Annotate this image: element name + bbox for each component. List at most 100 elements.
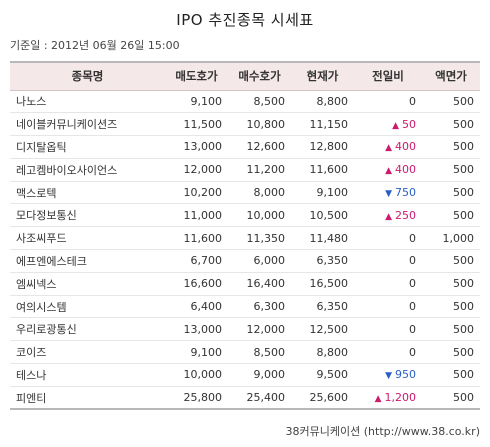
bid-price: 9,000 [228,363,291,387]
stock-name: 네이블커뮤니케이션즈 [10,112,165,137]
stock-name: 코이즈 [10,340,165,365]
down-triangle-icon: ▼ [385,189,392,200]
up-triangle-icon: ▲ [385,166,392,177]
stock-name: 디지탈옵틱 [10,135,165,159]
stock-name: 모다정보통신 [10,203,165,228]
base-date: 기준일 : 2012년 06월 26일 15:00 [10,39,180,52]
bid-price: 6,000 [228,249,291,273]
price-change: ▼ 950 [354,363,422,387]
current-price: 10,500 [291,203,354,228]
par-value: 500 [422,203,480,228]
ask-price: 10,000 [165,363,228,387]
par-value: 500 [422,112,480,137]
current-price: 6,350 [291,249,354,273]
par-value: 500 [422,340,480,365]
stock-name: 맥스로텍 [10,181,165,205]
price-change: 0 [354,317,422,342]
bid-price: 8,500 [228,90,291,114]
current-price: 9,100 [291,181,354,205]
ask-price: 11,500 [165,112,228,137]
table-row: 피엔티 25,800 25,400 25,600 ▲ 1,200 500 [10,386,480,409]
ask-price: 12,000 [165,158,228,182]
price-change: ▲ 250 [354,203,422,228]
ask-price: 11,000 [165,203,228,228]
ask-price: 13,000 [165,317,228,342]
source-credit: 38커뮤니케이션 (http://www.38.co.kr) [285,425,480,438]
price-change: ▲ 1,200 [354,386,422,409]
ask-price: 9,100 [165,90,228,114]
par-value: 500 [422,272,480,296]
par-value: 500 [422,135,480,159]
stock-name: 여의시스템 [10,295,165,319]
price-change-value: 1,200 [384,391,417,404]
ask-price: 16,600 [165,272,228,296]
bid-price: 11,350 [228,226,291,251]
down-triangle-icon: ▼ [385,371,392,382]
ask-price: 6,400 [165,295,228,319]
price-change-value: 400 [395,163,416,177]
price-change: 0 [354,226,422,251]
current-price: 12,500 [291,317,354,342]
column-header-par: 액면가 [422,62,480,91]
stock-name: 테스나 [10,363,165,387]
page-title: IPO 추진종목 시세표 [176,11,314,29]
current-price: 11,480 [291,226,354,251]
current-price: 6,350 [291,295,354,319]
bid-price: 12,000 [228,317,291,342]
stock-name: 에프엔에스테크 [10,249,165,273]
column-header-bid: 매수호가 [228,62,291,91]
current-price: 8,800 [291,340,354,365]
table-row: 사조씨푸드 11,600 11,350 11,480 0 1,000 [10,226,480,251]
table-row: 디지탈옵틱 13,000 12,600 12,800 ▲ 400 500 [10,135,480,159]
table-row: 엠씨넥스 16,600 16,400 16,500 0 500 [10,272,480,296]
bid-price: 12,600 [228,135,291,159]
table-row: 코이즈 9,100 8,500 8,800 0 500 [10,340,480,365]
ask-price: 13,000 [165,135,228,159]
price-change-value: 950 [395,368,416,382]
stock-name: 엠씨넥스 [10,272,165,296]
current-price: 12,800 [291,135,354,159]
table-row: 레고켐바이오사이언스 12,000 11,200 11,600 ▲ 400 500 [10,158,480,182]
price-change-value: 0 [409,345,416,359]
up-triangle-icon: ▲ [385,211,392,222]
bid-price: 8,500 [228,340,291,365]
table-row: 테스나 10,000 9,000 9,500 ▼ 950 500 [10,363,480,387]
ask-price: 11,600 [165,226,228,251]
price-change: ▼ 750 [354,181,422,205]
current-price: 25,600 [309,391,349,404]
price-change: 0 [354,90,422,114]
price-change-value: 0 [409,322,416,336]
price-change-value: 0 [409,254,416,268]
table-row: 맥스로텍 10,200 8,000 9,100 ▼ 750 500 [10,181,480,205]
price-change: ▲ 400 [354,135,422,159]
stock-name: 피엔티 [16,391,47,405]
stock-name: 우리로광통신 [10,317,165,342]
price-change-value: 0 [409,300,416,314]
price-change-value: 0 [409,94,416,108]
price-change: 0 [354,272,422,296]
bid-price: 8,000 [228,181,291,205]
table-row: 모다정보통신 11,000 10,000 10,500 ▲ 250 500 [10,203,480,228]
up-triangle-icon: ▲ [392,120,399,131]
price-change-value: 0 [409,231,416,245]
bid-price: 16,400 [228,272,291,296]
table-row: 우리로광통신 13,000 12,000 12,500 0 500 [10,317,480,342]
par-value: 500 [422,249,480,273]
table-row: 여의시스템 6,400 6,300 6,350 0 500 [10,295,480,319]
current-price: 11,150 [291,112,354,137]
price-change-value: 400 [395,140,416,154]
current-price: 8,800 [291,90,354,114]
up-triangle-icon: ▲ [374,394,382,404]
price-change-value: 50 [402,117,416,131]
bid-price: 11,200 [228,158,291,182]
current-price: 9,500 [291,363,354,387]
table-row: 네이블커뮤니케이션즈 11,500 10,800 11,150 ▲ 50 500 [10,112,480,137]
ask-price: 25,800 [183,391,223,404]
table-row: 나노스 9,100 8,500 8,800 0 500 [10,90,480,114]
price-change: 0 [354,340,422,365]
par-value: 500 [422,317,480,342]
bid-price: 10,000 [228,203,291,228]
table-header-row: 종목명 매도호가 매수호가 현재가 전일비 액면가 [10,62,480,91]
price-change-value: 750 [395,186,416,200]
price-change: ▲ 400 [354,158,422,182]
